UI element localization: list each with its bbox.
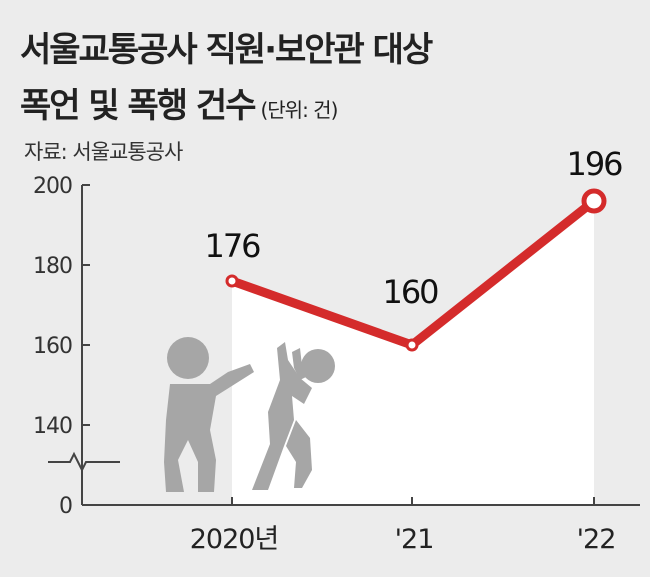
data-point [225, 274, 239, 288]
source-label: 자료: 서울교통공사 [24, 140, 183, 164]
chart-title-line2: 폭언 및 폭행 건수 (단위: 건) [20, 78, 338, 127]
x-tick-label: 2020년 [190, 524, 279, 555]
data-point [581, 188, 607, 214]
y-tick-label: 180 [33, 254, 72, 279]
y-tick-label: 160 [33, 334, 72, 359]
y-tick-layer: 0 140 160 180 200 [33, 174, 90, 519]
point-layer [225, 188, 607, 352]
data-label: 176 [204, 227, 260, 265]
unit-label: (단위: 건) [260, 98, 338, 122]
y-tick-label: 140 [33, 414, 72, 439]
y-tick-label: 200 [33, 174, 72, 199]
data-label: 160 [382, 273, 438, 311]
data-label: 196 [566, 145, 622, 183]
data-label-layer: 176 160 196 [204, 145, 624, 311]
two-people-fighting-icon [164, 337, 335, 492]
data-point [405, 338, 419, 352]
axis-break-icon [48, 451, 120, 473]
x-tick-layer: 2020년 '21 '22 [190, 497, 616, 555]
x-tick-label: '21 [395, 524, 434, 555]
x-tick-label: '22 [577, 524, 616, 555]
chart-title-line2-text: 폭언 및 폭행 건수 [20, 86, 256, 126]
chart-title-line1: 서울교통공사 직원·보안관 대상 [20, 30, 433, 70]
y-tick-label: 0 [59, 494, 72, 519]
